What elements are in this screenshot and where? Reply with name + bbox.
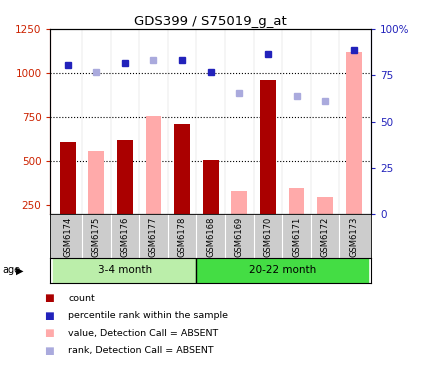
Title: GDS399 / S75019_g_at: GDS399 / S75019_g_at [134,15,286,28]
Text: GSM6174: GSM6174 [63,216,72,257]
Text: 20-22 month: 20-22 month [248,265,315,275]
Text: rank, Detection Call = ABSENT: rank, Detection Call = ABSENT [68,347,213,355]
Bar [288,188,304,214]
Bar [196,258,367,283]
Bar [53,258,196,283]
Text: count: count [68,294,95,303]
Bar [202,160,218,214]
Text: ■: ■ [44,293,53,303]
Bar [117,140,132,214]
Bar [174,124,190,214]
Text: 3-4 month: 3-4 month [98,265,152,275]
Text: GSM6178: GSM6178 [177,216,186,257]
Text: GSM6175: GSM6175 [92,216,101,257]
Text: GSM6168: GSM6168 [206,216,215,257]
Bar [145,116,161,214]
Text: GSM6169: GSM6169 [234,216,243,257]
Text: age: age [2,265,20,276]
Text: value, Detection Call = ABSENT: value, Detection Call = ABSENT [68,329,218,338]
Bar [88,151,104,214]
Bar [317,197,332,214]
Text: GSM6173: GSM6173 [349,216,357,257]
Text: ■: ■ [44,311,53,321]
Text: percentile rank within the sample: percentile rank within the sample [68,311,227,320]
Text: ■: ■ [44,328,53,339]
Text: GSM6176: GSM6176 [120,216,129,257]
Text: ■: ■ [44,346,53,356]
Text: GSM6171: GSM6171 [291,216,300,257]
Text: ▶: ▶ [16,265,24,276]
Text: GSM6170: GSM6170 [263,216,272,257]
Bar [345,52,361,214]
Bar [259,80,275,214]
Text: GSM6177: GSM6177 [148,216,158,257]
Bar [231,191,247,214]
Bar [60,142,75,214]
Text: GSM6172: GSM6172 [320,216,329,257]
